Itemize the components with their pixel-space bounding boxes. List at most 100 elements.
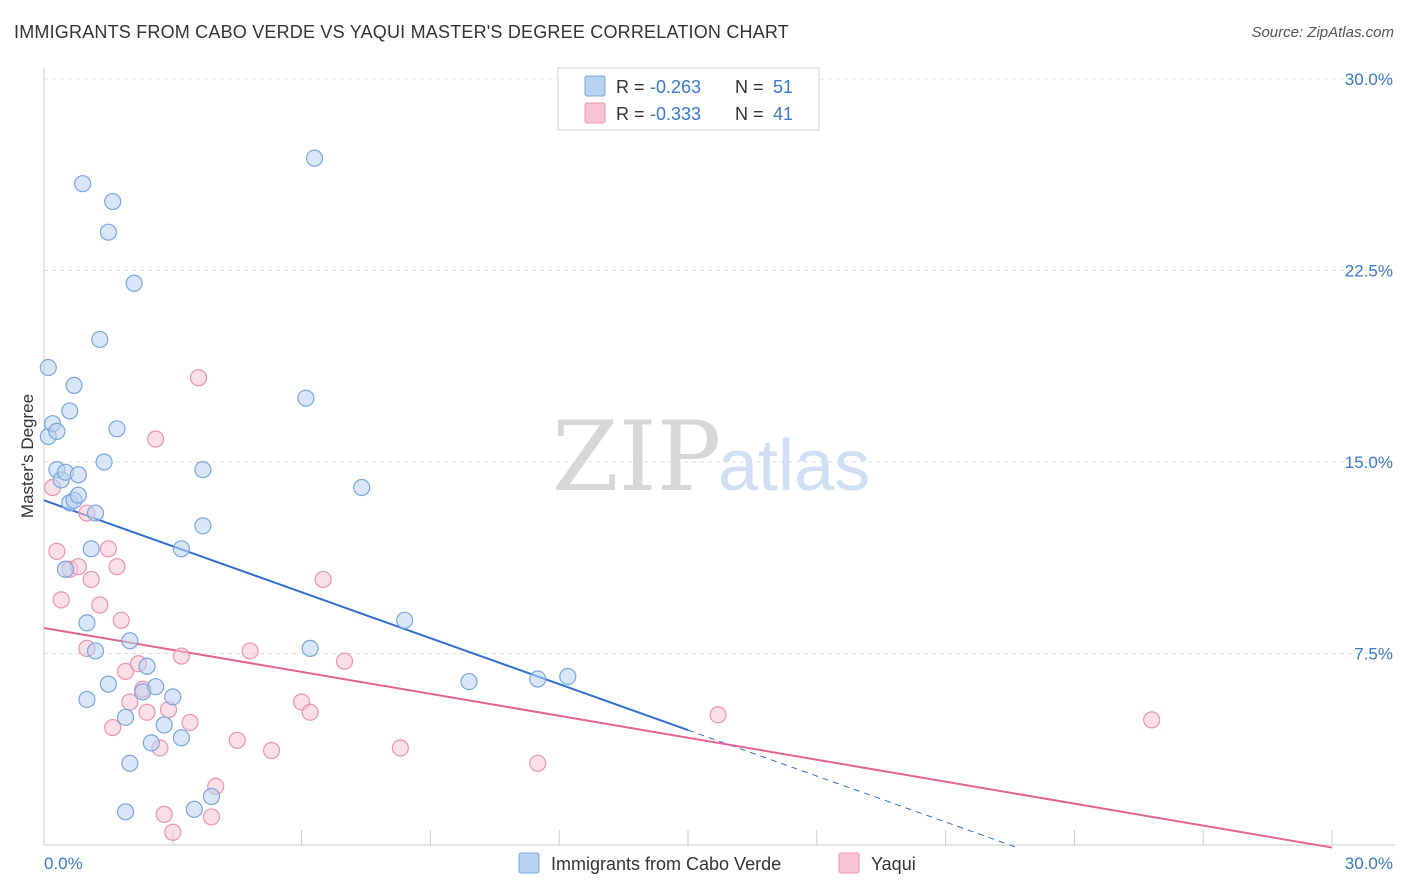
point-yaqui	[172, 647, 190, 665]
point-cabo-verde	[194, 517, 212, 535]
point-cabo-verde	[396, 611, 414, 629]
point-cabo-verde	[99, 675, 118, 693]
point-cabo-verde	[155, 716, 173, 734]
point-yaqui	[82, 570, 100, 589]
point-yaqui	[164, 823, 182, 841]
point-yaqui	[202, 808, 221, 826]
point-yaqui	[529, 754, 547, 772]
source-label: Source: ZipAtlas.com	[1251, 24, 1394, 41]
y-tick-label: 7.5%	[1354, 645, 1393, 664]
point-yaqui	[335, 652, 354, 670]
point-yaqui	[181, 713, 199, 732]
legend-n-value-1: 51	[773, 77, 793, 97]
y-tick-label: 30.0%	[1345, 70, 1393, 89]
bottom-legend-swatch-blue	[518, 852, 540, 874]
bottom-legend-label-pink: Yaqui	[871, 854, 916, 874]
point-cabo-verde	[460, 672, 478, 691]
trend-line-yaqui	[43, 626, 1333, 849]
point-cabo-verde	[194, 461, 212, 479]
point-cabo-verde	[529, 670, 547, 688]
point-yaqui	[391, 739, 409, 757]
legend-swatch-blue	[584, 75, 606, 97]
point-yaqui	[155, 805, 173, 823]
legend-r-label-2: R =	[616, 104, 645, 124]
point-yaqui	[241, 642, 259, 660]
point-cabo-verde	[301, 639, 319, 657]
legend-r-value-2: -0.333	[650, 104, 701, 124]
point-cabo-verde	[559, 667, 577, 686]
y-axis-label: Master's Degree	[18, 394, 37, 518]
point-cabo-verde	[91, 330, 109, 349]
watermark-zip: ZIP	[552, 401, 721, 513]
point-yaqui	[262, 741, 281, 760]
point-yaqui	[301, 703, 319, 721]
legend-r-value-1: -0.263	[650, 77, 701, 97]
trend-lines	[43, 499, 1333, 849]
bottom-legend: Immigrants from Cabo Verde Yaqui	[518, 852, 916, 874]
point-yaqui	[1143, 711, 1161, 729]
point-yaqui	[48, 542, 66, 560]
point-cabo-verde	[202, 787, 221, 806]
point-cabo-verde	[48, 422, 66, 440]
point-cabo-verde	[172, 540, 190, 558]
point-cabo-verde	[147, 678, 165, 696]
point-cabo-verde	[138, 657, 156, 675]
point-yaqui	[147, 430, 165, 448]
point-yaqui	[189, 369, 208, 387]
legend-n-label-2: N =	[735, 104, 764, 124]
x-tick-label: 30.0%	[1345, 854, 1393, 873]
point-cabo-verde	[95, 453, 113, 471]
bottom-legend-swatch-pink	[838, 852, 860, 874]
point-cabo-verde	[61, 402, 79, 420]
point-cabo-verde	[305, 149, 324, 167]
watermark-atlas: atlas	[718, 426, 870, 506]
y-tick-label: 22.5%	[1345, 262, 1393, 281]
point-cabo-verde	[56, 560, 75, 578]
bottom-legend-label-blue: Immigrants from Cabo Verde	[551, 854, 781, 874]
point-cabo-verde	[78, 690, 96, 709]
point-cabo-verde	[99, 223, 118, 241]
point-cabo-verde	[69, 466, 87, 484]
point-cabo-verde	[125, 274, 143, 292]
point-cabo-verde	[65, 376, 83, 394]
point-cabo-verde	[116, 803, 135, 821]
gridlines	[44, 78, 1395, 654]
chart-title: IMMIGRANTS FROM CABO VERDE VS YAQUI MAST…	[14, 22, 790, 42]
point-cabo-verde	[121, 632, 139, 650]
x-tick-label: 0.0%	[44, 854, 83, 873]
point-yaqui	[709, 706, 727, 724]
trend-line-cabo-verde-extension	[687, 729, 1019, 849]
point-yaqui	[99, 540, 118, 558]
point-yaqui	[116, 662, 135, 680]
point-cabo-verde	[69, 486, 87, 504]
point-cabo-verde	[86, 504, 105, 522]
point-cabo-verde	[108, 420, 126, 438]
point-yaqui	[228, 731, 246, 749]
point-yaqui	[138, 703, 156, 721]
point-cabo-verde	[172, 729, 190, 747]
legend: R = -0.263 N = 51 R = -0.333 N = 41	[557, 67, 820, 131]
y-tick-label: 15.0%	[1345, 453, 1393, 472]
legend-r-label-1: R =	[616, 77, 645, 97]
point-cabo-verde	[164, 688, 182, 706]
point-cabo-verde	[185, 800, 203, 818]
point-cabo-verde	[104, 192, 122, 211]
point-cabo-verde	[116, 708, 135, 726]
legend-n-label-1: N =	[735, 77, 764, 97]
point-yaqui	[112, 611, 130, 629]
point-cabo-verde	[74, 175, 92, 193]
point-yaqui	[104, 718, 122, 737]
trend-line-cabo-verde	[43, 499, 689, 732]
axes: 7.5% 15.0% 22.5% 30.0% 0.0% 30.0%	[43, 68, 1395, 873]
point-yaqui	[108, 558, 126, 576]
data-points	[39, 149, 1161, 841]
point-cabo-verde	[353, 478, 371, 497]
point-yaqui	[314, 570, 332, 589]
point-cabo-verde	[86, 642, 105, 660]
point-yaqui	[52, 591, 70, 609]
point-yaqui	[121, 693, 139, 711]
point-cabo-verde	[82, 540, 100, 558]
point-cabo-verde	[39, 358, 57, 377]
point-yaqui	[91, 596, 109, 614]
